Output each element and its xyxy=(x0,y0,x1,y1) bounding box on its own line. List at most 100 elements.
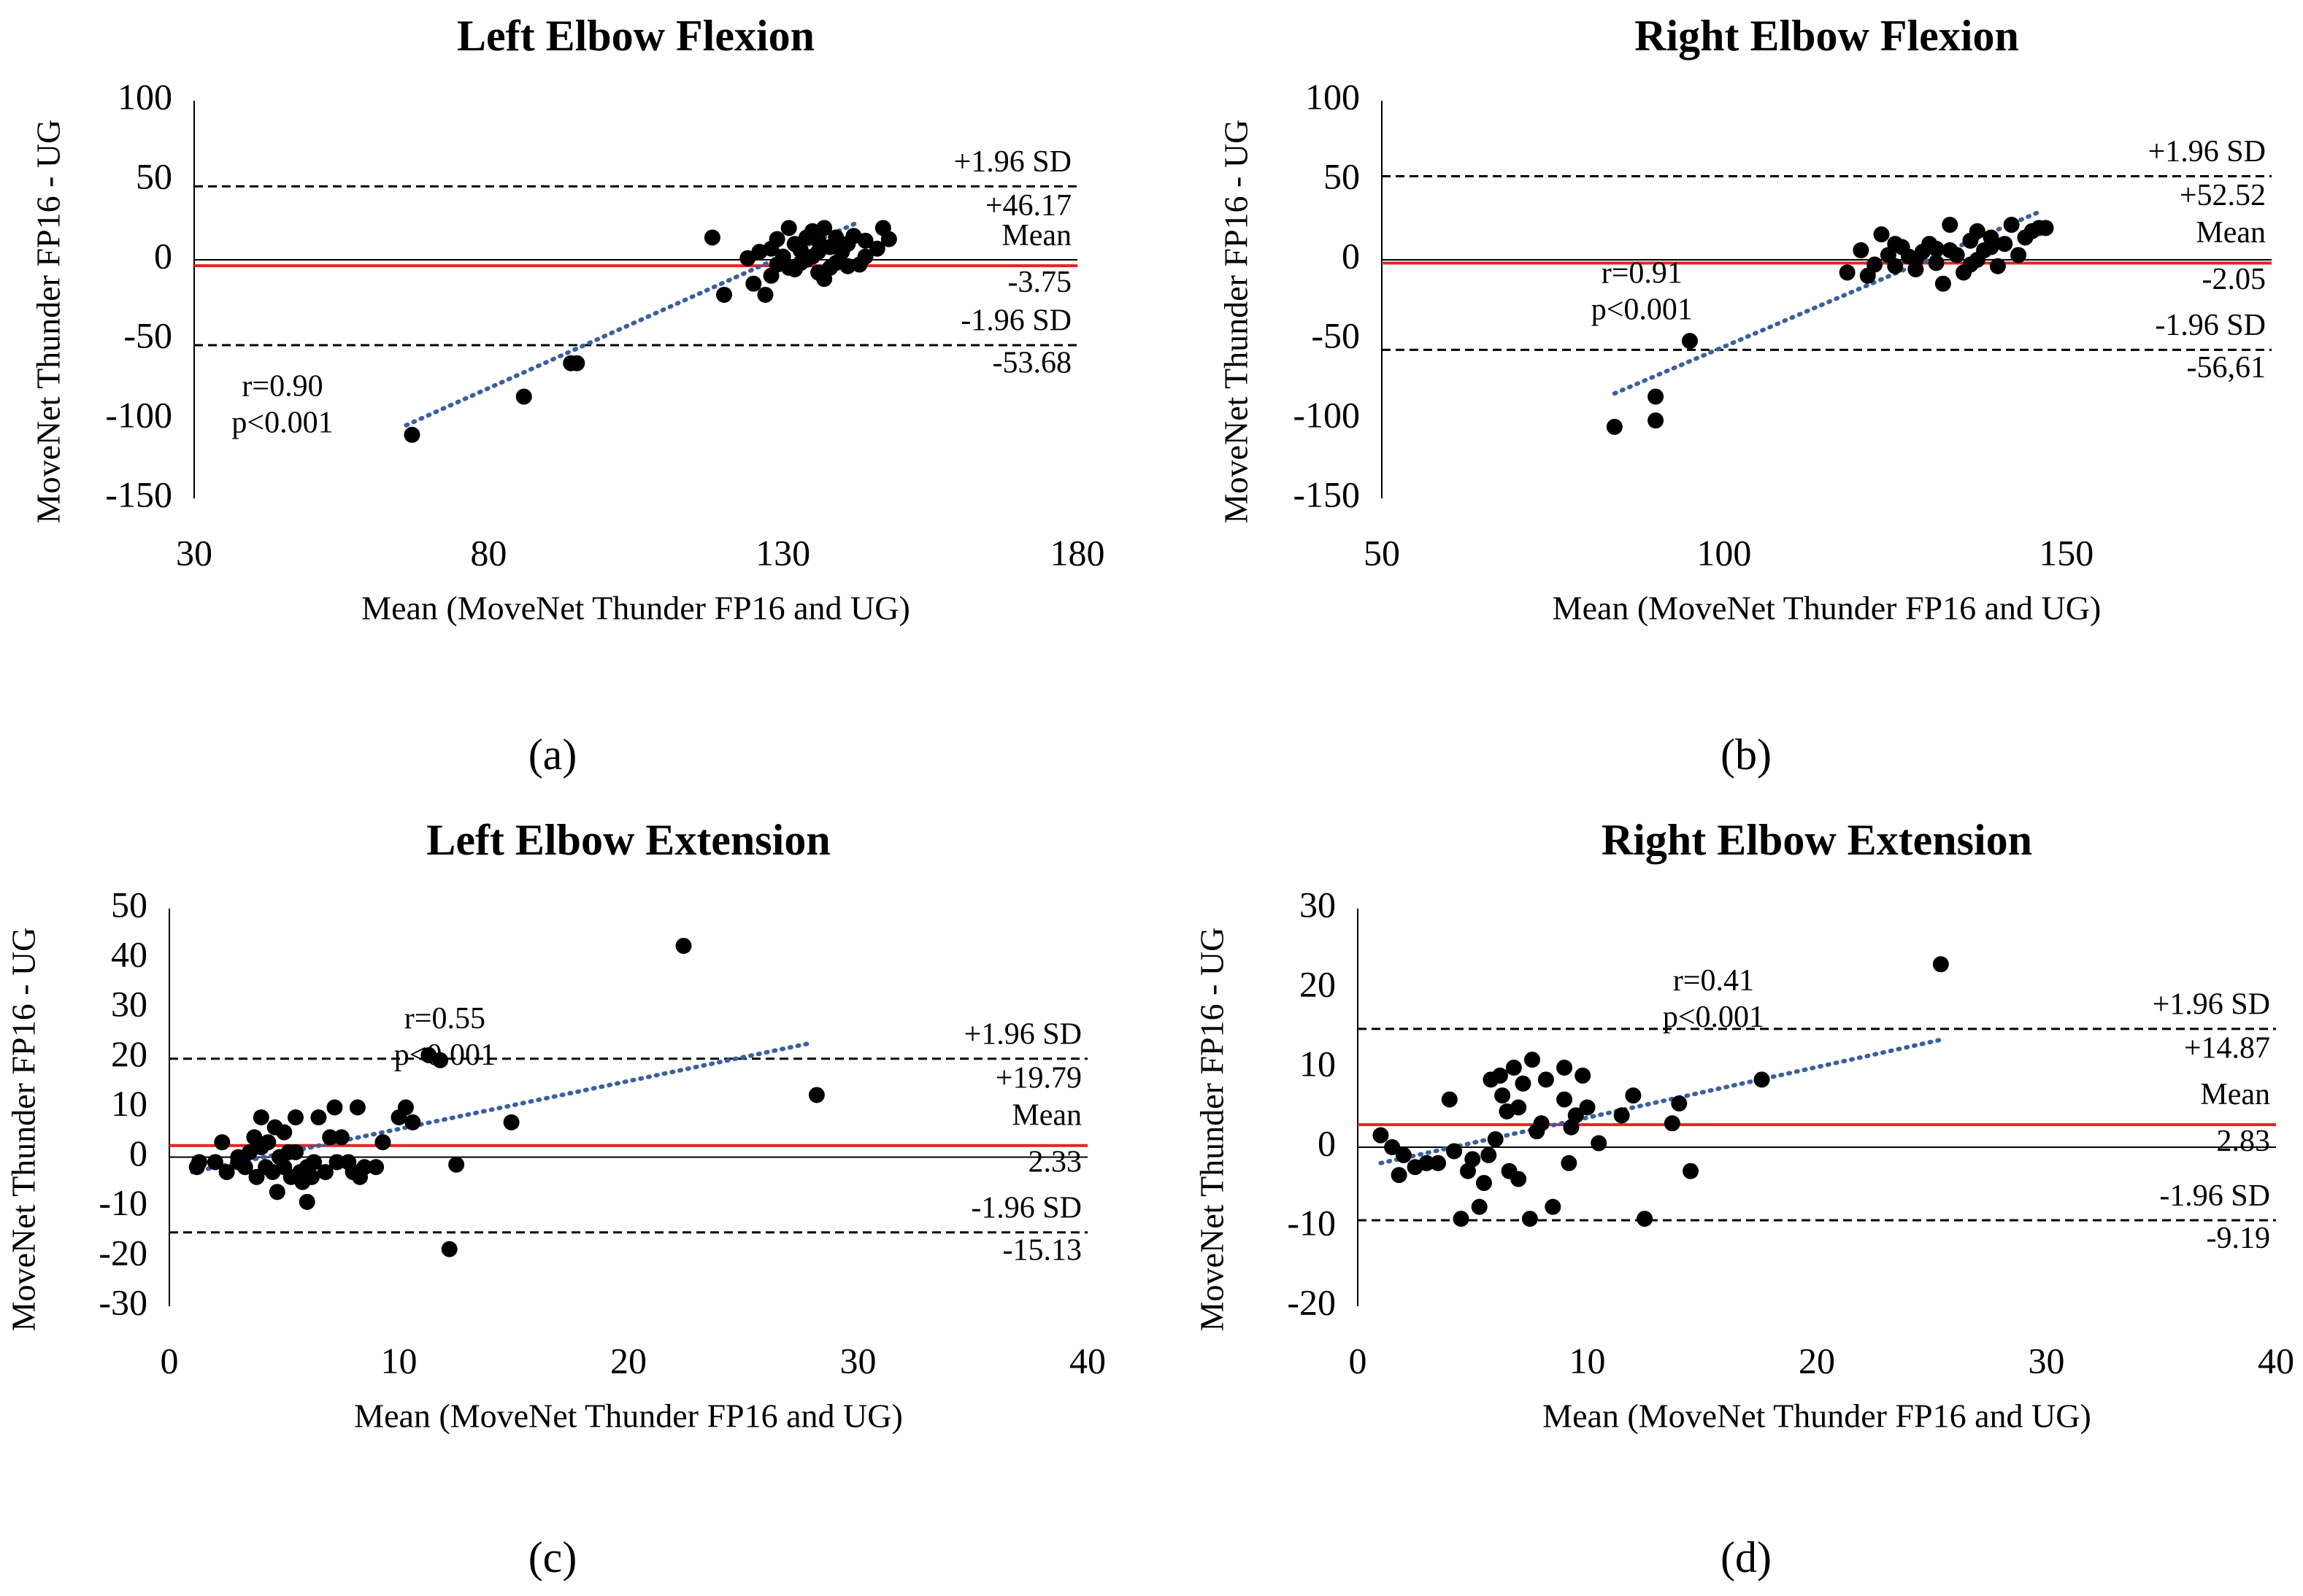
data-point xyxy=(675,938,692,955)
upper-sd-value: +46.17 xyxy=(985,189,1072,223)
data-point xyxy=(569,355,585,371)
data-point xyxy=(1487,1131,1504,1148)
data-point xyxy=(448,1156,465,1173)
data-point xyxy=(1648,412,1664,429)
data-point xyxy=(1989,258,2006,274)
y-tick-label: -10 xyxy=(1287,1202,1336,1243)
y-tick-label: 10 xyxy=(111,1083,147,1124)
upper-sd-label: +1.96 SD xyxy=(2153,988,2270,1022)
data-point xyxy=(857,248,874,265)
upper-sd-label: +1.96 SD xyxy=(964,1017,1082,1051)
data-point xyxy=(1505,1060,1522,1076)
data-point xyxy=(1671,1095,1688,1112)
lower-sd-label: -1.96 SD xyxy=(2159,1179,2270,1213)
data-point xyxy=(704,229,720,246)
y-tick-label: 20 xyxy=(111,1033,147,1074)
mean-label: Mean xyxy=(1012,1098,1082,1132)
r-value-label: r=0.90 xyxy=(242,369,323,403)
chart-title: Left Elbow Flexion xyxy=(457,12,815,60)
data-point xyxy=(1464,1151,1481,1168)
data-point xyxy=(1907,252,1924,268)
data-point xyxy=(1510,1171,1527,1187)
mean-value: -2.05 xyxy=(2202,263,2267,296)
data-point xyxy=(1567,1107,1584,1124)
r-value-label: r=0.41 xyxy=(1673,964,1754,998)
data-point xyxy=(880,231,897,247)
data-point xyxy=(1887,236,1904,252)
data-point xyxy=(441,1241,458,1257)
y-tick-label: 100 xyxy=(1305,76,1360,117)
x-tick-label: 40 xyxy=(1069,1340,1106,1381)
y-tick-label: 100 xyxy=(118,76,172,117)
y-tick-label: 50 xyxy=(136,155,172,196)
y-tick-label: 0 xyxy=(154,235,172,276)
mean-label: Mean xyxy=(2196,216,2266,250)
x-tick-label: 40 xyxy=(2258,1340,2294,1381)
y-axis-label: MoveNet Thunder FP16 - UG xyxy=(1193,928,1231,1332)
data-point xyxy=(356,1159,373,1176)
lower-sd-value: -15.13 xyxy=(1003,1233,1083,1267)
data-point xyxy=(374,1134,391,1151)
data-point xyxy=(1928,255,1945,271)
data-point xyxy=(287,1109,304,1126)
panel-label: (a) xyxy=(528,730,577,779)
data-point xyxy=(1491,1067,1508,1084)
data-point xyxy=(1418,1154,1435,1171)
data-point xyxy=(816,220,833,236)
data-point xyxy=(1839,264,1856,281)
data-point xyxy=(404,1114,421,1130)
data-point xyxy=(745,275,762,292)
data-point xyxy=(1648,388,1664,405)
y-tick-label: -50 xyxy=(123,315,172,355)
data-point xyxy=(822,259,839,276)
data-point xyxy=(317,1164,334,1181)
x-tick-label: 0 xyxy=(161,1340,179,1381)
panel-label: (c) xyxy=(528,1533,577,1581)
data-point xyxy=(1591,1135,1607,1152)
r-value-label: r=0.91 xyxy=(1602,257,1683,290)
data-point xyxy=(1996,236,2013,252)
data-point xyxy=(2003,217,2020,234)
y-tick-label: 20 xyxy=(1299,963,1336,1004)
data-point xyxy=(503,1114,520,1130)
x-axis-label: Mean (MoveNet Thunder FP16 and UG) xyxy=(361,590,910,627)
y-tick-label: -30 xyxy=(99,1281,147,1322)
data-point xyxy=(322,1129,339,1146)
data-point xyxy=(1453,1211,1469,1227)
data-point xyxy=(1969,223,1985,239)
y-tick-label: 0 xyxy=(1318,1122,1336,1163)
lower-sd-label: -1.96 SD xyxy=(971,1191,1082,1225)
data-point xyxy=(214,1134,231,1151)
y-tick-label: -20 xyxy=(99,1232,147,1273)
data-point xyxy=(1475,1175,1492,1192)
lower-sd-label: -1.96 SD xyxy=(2155,309,2266,342)
data-point xyxy=(798,252,815,268)
data-point xyxy=(1579,1099,1596,1116)
x-tick-label: 50 xyxy=(1364,532,1400,573)
chart-title: Right Elbow Extension xyxy=(1602,816,2032,864)
lower-sd-value: -56,61 xyxy=(2187,351,2267,385)
y-tick-label: -150 xyxy=(1293,474,1360,514)
data-point xyxy=(230,1154,247,1171)
data-point xyxy=(828,229,845,246)
x-tick-label: 20 xyxy=(610,1340,647,1381)
data-point xyxy=(786,261,803,278)
data-point xyxy=(1494,1087,1511,1104)
data-point xyxy=(1510,1099,1527,1116)
data-point xyxy=(2037,220,2054,236)
x-tick-label: 30 xyxy=(840,1340,877,1381)
data-point xyxy=(515,388,532,405)
data-point xyxy=(328,1154,345,1171)
data-point xyxy=(253,1109,269,1126)
data-point xyxy=(1928,240,1945,257)
y-tick-label: 30 xyxy=(111,984,147,1025)
data-point xyxy=(287,1144,304,1160)
chart-title: Right Elbow Flexion xyxy=(1634,12,2019,60)
y-tick-label: 50 xyxy=(1323,155,1360,196)
data-point xyxy=(1524,1052,1541,1068)
lower-sd-value: -9.19 xyxy=(2207,1222,2271,1255)
data-point xyxy=(1932,956,1949,973)
data-point xyxy=(716,286,732,303)
data-point xyxy=(1545,1198,1561,1215)
